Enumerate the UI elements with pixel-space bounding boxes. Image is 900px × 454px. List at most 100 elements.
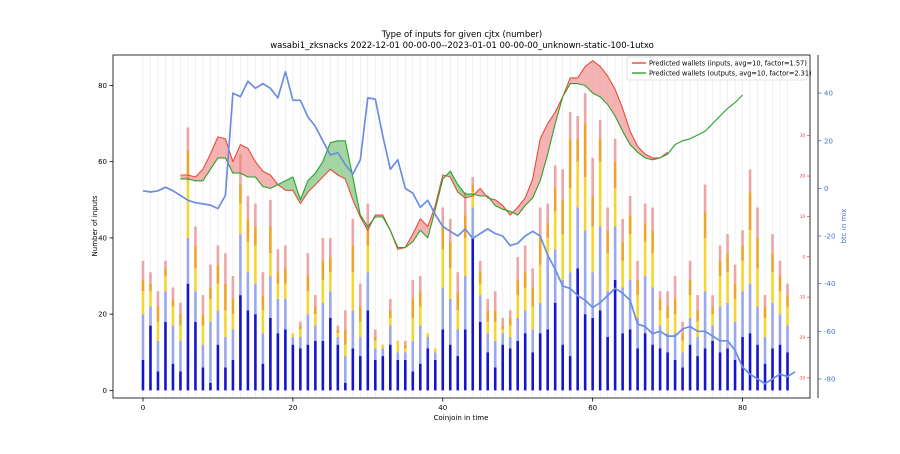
bar-segment bbox=[418, 363, 422, 391]
bar-segment bbox=[741, 337, 744, 391]
legend-box bbox=[626, 56, 808, 81]
bar-segment bbox=[628, 329, 632, 391]
bar-segment bbox=[426, 333, 430, 338]
bar-segment bbox=[606, 291, 609, 338]
bar-segment bbox=[583, 176, 587, 231]
bar-segment bbox=[239, 295, 242, 391]
y3-tick-label: 10 bbox=[800, 214, 806, 219]
difference-fill bbox=[330, 140, 338, 176]
bar-segment bbox=[366, 310, 370, 391]
bar-segment bbox=[231, 314, 235, 330]
bar-segment bbox=[576, 115, 579, 139]
bar-segment bbox=[703, 348, 707, 391]
bar-segment bbox=[718, 260, 722, 277]
bar-segment bbox=[741, 260, 744, 292]
bar-segment bbox=[239, 234, 242, 296]
bar-segment bbox=[456, 356, 460, 391]
bar-segment bbox=[763, 295, 767, 307]
bar-segment bbox=[254, 314, 257, 391]
bar-segment bbox=[418, 306, 422, 326]
bar-segment bbox=[643, 333, 647, 391]
bar-segment bbox=[201, 367, 205, 391]
bar-segment bbox=[763, 317, 767, 338]
bar-segment bbox=[321, 279, 325, 303]
y2-tick-label: -40 bbox=[824, 280, 835, 288]
bar-segment bbox=[329, 237, 332, 257]
bar-segment bbox=[786, 352, 789, 391]
bar-segment bbox=[156, 321, 160, 341]
bar-segment bbox=[591, 196, 594, 227]
bar-segment bbox=[321, 340, 325, 391]
y3-tick-label: -10 bbox=[798, 295, 805, 300]
bar-segment bbox=[523, 310, 527, 334]
y2-tick-label: 0 bbox=[824, 185, 828, 193]
bar-segment bbox=[478, 272, 482, 284]
bar-segment bbox=[666, 306, 669, 318]
bar-segment bbox=[216, 344, 220, 391]
bar-segment bbox=[546, 256, 549, 330]
bar-segment bbox=[336, 333, 340, 338]
bar-segment bbox=[523, 333, 527, 391]
difference-fill bbox=[600, 66, 608, 105]
bar-segment bbox=[381, 348, 385, 357]
difference-fill bbox=[195, 169, 203, 181]
bar-segment bbox=[456, 329, 460, 357]
bar-segment bbox=[628, 234, 632, 280]
bar-segment bbox=[501, 325, 505, 330]
bar-segment bbox=[411, 371, 415, 391]
difference-fill bbox=[607, 75, 616, 116]
bar-segment bbox=[493, 310, 497, 322]
bar-segment bbox=[246, 310, 250, 391]
bar-segment bbox=[224, 337, 227, 368]
bar-segment bbox=[299, 329, 302, 338]
bar-segment bbox=[681, 340, 684, 353]
bar-segment bbox=[733, 359, 737, 391]
bar-segment bbox=[613, 279, 617, 391]
bar-segment bbox=[508, 317, 512, 326]
bar-segment bbox=[216, 310, 220, 345]
bar-segment bbox=[673, 276, 677, 299]
bar-segment bbox=[771, 348, 774, 391]
bar-segment bbox=[284, 245, 287, 269]
bar-segment bbox=[201, 295, 205, 315]
x-tick-label: 60 bbox=[588, 404, 597, 412]
bar-segment bbox=[583, 314, 587, 391]
bar-segment bbox=[606, 230, 609, 254]
bar-segment bbox=[269, 226, 272, 254]
bar-segment bbox=[201, 314, 205, 326]
bar-segment bbox=[366, 226, 370, 246]
bar-segment bbox=[658, 348, 662, 391]
bar-segment bbox=[411, 279, 415, 299]
bar-segment bbox=[456, 310, 460, 330]
difference-fill bbox=[232, 144, 241, 174]
bar-segment bbox=[359, 321, 362, 338]
bar-segment bbox=[171, 325, 175, 364]
difference-fill bbox=[180, 175, 188, 179]
bar-segment bbox=[538, 302, 542, 334]
bar-segment bbox=[636, 279, 639, 296]
bar-segment bbox=[516, 279, 520, 296]
bar-segment bbox=[606, 337, 609, 391]
bar-segment bbox=[426, 337, 430, 349]
bar-segment bbox=[471, 207, 475, 238]
bar-segment bbox=[553, 302, 557, 391]
bar-segment bbox=[276, 333, 280, 391]
bar-segment bbox=[538, 237, 542, 265]
bar-segment bbox=[314, 340, 317, 391]
bar-segment bbox=[471, 176, 475, 185]
bar-segment bbox=[658, 325, 662, 349]
bar-segment bbox=[314, 306, 317, 315]
bar-segment bbox=[478, 283, 482, 296]
bar-segment bbox=[186, 283, 190, 391]
bar-segment bbox=[538, 264, 542, 303]
bar-segment bbox=[418, 291, 422, 307]
bar-segment bbox=[711, 295, 714, 307]
bar-segment bbox=[763, 306, 767, 318]
difference-fill bbox=[277, 180, 286, 191]
bar-segment bbox=[591, 272, 594, 318]
difference-fill bbox=[217, 136, 226, 158]
y3-tick-label: 30 bbox=[800, 133, 806, 138]
bar-segment bbox=[194, 321, 197, 391]
bar-segment bbox=[299, 337, 302, 349]
bar-segment bbox=[269, 253, 272, 277]
